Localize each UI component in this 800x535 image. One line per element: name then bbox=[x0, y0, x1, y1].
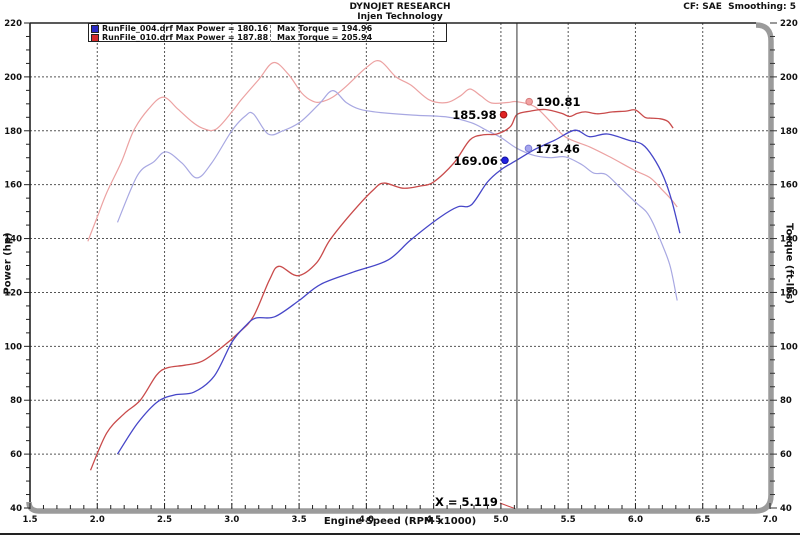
svg-text:220: 220 bbox=[780, 19, 798, 29]
y-axis-title-torque: Torque (ft-lbs) bbox=[783, 223, 795, 304]
axis-ticks bbox=[24, 22, 777, 509]
cursor-x-label: X = 5.119 bbox=[435, 495, 498, 509]
svg-text:80: 80 bbox=[10, 396, 22, 406]
svg-text:40: 40 bbox=[780, 504, 792, 514]
app-title: DYNOJET RESEARCH bbox=[349, 2, 451, 12]
curve-torque-red bbox=[87, 60, 678, 242]
run-subtitle: Injen Technology bbox=[357, 12, 443, 22]
value-label-cursor-torque-blue: 173.46 bbox=[535, 142, 579, 156]
tick-labels: 40 40 60 60 80 80 100 100 120 120 140 140 160 160 180 1… bbox=[4, 19, 798, 525]
curve-power-red bbox=[89, 108, 674, 471]
value-label-cursor-torque-red: 190.81 bbox=[536, 95, 580, 109]
legend-row-run010[interactable]: RunFile_010.drf Max Power = 187.88 Max T… bbox=[89, 33, 446, 42]
svg-text:7.0: 7.0 bbox=[762, 515, 777, 525]
curve-power-blue bbox=[116, 129, 681, 455]
window-bottom-edge bbox=[0, 533, 800, 535]
svg-text:6.0: 6.0 bbox=[628, 515, 643, 525]
svg-text:5.5: 5.5 bbox=[561, 515, 576, 525]
legend-box: RunFile_004.drf Max Power = 180.16 Max T… bbox=[88, 23, 447, 42]
svg-text:180: 180 bbox=[780, 127, 798, 137]
svg-text:100: 100 bbox=[4, 342, 22, 352]
svg-text:80: 80 bbox=[780, 396, 792, 406]
svg-text:2.0: 2.0 bbox=[90, 515, 105, 525]
svg-text:6.5: 6.5 bbox=[695, 515, 710, 525]
svg-text:2.5: 2.5 bbox=[157, 515, 172, 525]
legend-divider bbox=[270, 24, 271, 33]
curve-torque-blue bbox=[116, 89, 678, 301]
run010-maxpower-label: RunFile_010.drf Max Power = 187.88 bbox=[102, 33, 269, 42]
marker-dot-cursor-power-blue[interactable] bbox=[501, 156, 509, 165]
svg-text:140: 140 bbox=[4, 235, 22, 245]
run004-color-swatch bbox=[91, 24, 99, 33]
svg-text:100: 100 bbox=[780, 342, 798, 352]
plot-frame bbox=[26, 22, 774, 514]
legend-row-run004[interactable]: RunFile_004.drf Max Power = 180.16 Max T… bbox=[89, 24, 446, 33]
svg-text:3.0: 3.0 bbox=[224, 515, 239, 525]
legend-divider bbox=[270, 33, 271, 42]
svg-text:200: 200 bbox=[4, 73, 22, 83]
svg-text:3.5: 3.5 bbox=[292, 515, 307, 525]
marker-dot-cursor-torque-red[interactable] bbox=[525, 97, 533, 106]
svg-text:220: 220 bbox=[4, 19, 22, 29]
svg-text:40: 40 bbox=[10, 504, 22, 514]
dyno-curves bbox=[87, 60, 681, 471]
run010-color-swatch bbox=[91, 33, 99, 42]
value-label-cursor-power-blue: 169.06 bbox=[454, 154, 498, 168]
correction-smoothing-label: CF: SAE Smoothing: 5 bbox=[683, 2, 796, 12]
svg-text:5.0: 5.0 bbox=[493, 515, 508, 525]
svg-text:4.5: 4.5 bbox=[426, 515, 441, 525]
svg-text:60: 60 bbox=[780, 450, 792, 460]
marker-dot-cursor-power-red[interactable] bbox=[499, 110, 508, 119]
svg-text:160: 160 bbox=[4, 181, 22, 191]
run010-maxtorque-label: Max Torque = 205.94 bbox=[277, 33, 373, 42]
svg-text:160: 160 bbox=[780, 181, 798, 191]
svg-text:180: 180 bbox=[4, 127, 22, 137]
svg-text:120: 120 bbox=[780, 288, 798, 298]
gridlines bbox=[30, 23, 770, 508]
svg-text:140: 140 bbox=[780, 235, 798, 245]
marker-dot-cursor-torque-blue[interactable] bbox=[524, 144, 533, 153]
run004-maxtorque-label: Max Torque = 194.96 bbox=[277, 24, 373, 33]
value-label-cursor-power-red: 185.98 bbox=[452, 108, 496, 122]
run004-maxpower-label: RunFile_004.drf Max Power = 180.16 bbox=[102, 24, 269, 33]
svg-text:200: 200 bbox=[780, 73, 798, 83]
svg-text:60: 60 bbox=[10, 450, 22, 460]
svg-text:120: 120 bbox=[4, 288, 22, 298]
x-axis-title: Engine Speed (RPM x1000) bbox=[323, 516, 477, 527]
cursor-pointer-line bbox=[499, 502, 517, 510]
svg-text:1.5: 1.5 bbox=[22, 515, 37, 525]
svg-text:4.0: 4.0 bbox=[359, 515, 374, 525]
y-axis-title-power: Power (hp) bbox=[2, 232, 14, 295]
